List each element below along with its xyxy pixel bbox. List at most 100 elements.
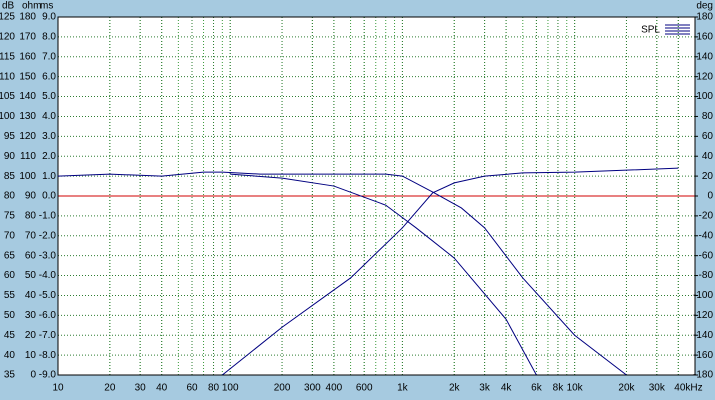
ohm-tick-label: 100: [19, 171, 36, 182]
ms-tick-label: 2.0: [42, 151, 56, 162]
x-tick-label: 80: [208, 383, 220, 394]
ms-tick-label: 4.0: [42, 111, 56, 122]
ms-tick-label: 0.0: [42, 191, 56, 202]
y2-tick-label: -60: [699, 250, 714, 261]
x-tick-label: 20k: [618, 383, 635, 394]
x-tick-label: 200: [274, 383, 291, 394]
ohm-tick-label: 80: [25, 211, 37, 222]
ms-tick-label: 1.0: [42, 171, 56, 182]
y2-tick-label: 100: [696, 91, 713, 102]
x-tick-label: 40: [156, 383, 168, 394]
ms-tick-label: -2.0: [39, 230, 57, 241]
y-tick-label: 105: [0, 91, 15, 102]
y2-tick-label: 180: [696, 12, 713, 23]
ohm-tick-label: 140: [19, 91, 36, 102]
x-tick-label: 4k: [501, 383, 513, 394]
y-tick-label: 125: [0, 12, 15, 23]
y-tick-label: 55: [4, 290, 16, 301]
ms-tick-label: -7.0: [39, 330, 57, 341]
y2-tick-label: 20: [702, 171, 714, 182]
ohm-tick-label: 10: [25, 350, 37, 361]
ohm-tick-label: 40: [25, 290, 37, 301]
y-tick-label: 35: [4, 370, 16, 381]
ms-tick-label: 5.0: [42, 91, 56, 102]
x-tick-label: 30k: [649, 383, 666, 394]
y2-tick-label: -20: [699, 211, 714, 222]
x-tick-label: 8k: [553, 383, 565, 394]
ohm-tick-label: 110: [20, 151, 36, 162]
series-line: [58, 171, 627, 375]
x-tick-label: 400: [326, 383, 343, 394]
y-tick-label: 75: [4, 211, 16, 222]
y-tick-label: 40: [4, 350, 16, 361]
y-tick-label: 120: [0, 32, 15, 43]
ms-tick-label: 8.0: [42, 32, 56, 43]
y2-tick-label: 120: [696, 71, 713, 82]
ms-tick-label: -3.0: [39, 250, 57, 261]
y2-tick-label: -140: [693, 330, 713, 341]
y2-tick-label: 40: [702, 151, 714, 162]
x-tick-label: 60: [186, 383, 198, 394]
ms-tick-label: -1.0: [39, 211, 57, 222]
x-tick-label: 2k: [449, 383, 461, 394]
ohm-tick-label: 160: [19, 51, 36, 62]
y2-tick-label: -40: [699, 230, 714, 241]
ohm-tick-label: 20: [25, 330, 37, 341]
y2-tick-label: 160: [696, 32, 713, 43]
x-tick-label: 6k: [531, 383, 543, 394]
ms-tick-label: -9.0: [39, 370, 57, 381]
series-line: [230, 173, 537, 375]
y-tick-label: 60: [4, 270, 16, 281]
ohm-tick-label: 50: [25, 270, 37, 281]
y-tick-label: 80: [4, 191, 16, 202]
series-line: [222, 167, 679, 375]
y-tick-label: 85: [4, 171, 16, 182]
x-tick-label: 20: [104, 383, 116, 394]
y2-tick-label: 60: [702, 131, 714, 142]
x-tick-label: 30: [135, 383, 147, 394]
y-tick-label: 95: [4, 131, 16, 142]
ohm-tick-label: 90: [25, 191, 37, 202]
ms-tick-label: 9.0: [42, 12, 56, 23]
ohm-tick-label: 170: [19, 32, 36, 43]
x-tick-label: 3k: [479, 383, 491, 394]
x-tick-label: 600: [356, 383, 373, 394]
x-tick-label: 1k: [397, 383, 409, 394]
x-tick-label: 40kHz: [674, 383, 702, 394]
ms-tick-label: 3.0: [42, 131, 56, 142]
legend-label: SPL: [641, 25, 660, 36]
y-tick-label: 70: [4, 230, 16, 241]
ohm-tick-label: 30: [25, 310, 37, 321]
x-tick-label: 300: [304, 383, 321, 394]
ms-tick-label: 7.0: [42, 51, 56, 62]
y-tick-label: 45: [4, 330, 16, 341]
x-tick-label: 100: [222, 383, 239, 394]
y2-tick-label: 0: [707, 191, 713, 202]
ohm-tick-label: 130: [19, 111, 36, 122]
y2-tick-label: -160: [693, 350, 713, 361]
y2-tick-label: -80: [699, 270, 714, 281]
ms-tick-label: -4.0: [39, 270, 57, 281]
y2-tick-label: 80: [702, 111, 714, 122]
y-tick-label: 110: [0, 71, 15, 82]
ms-tick-label: -8.0: [39, 350, 57, 361]
x-tick-label: 10: [52, 383, 64, 394]
ohm-tick-label: 60: [25, 250, 37, 261]
y-axis-title: dB: [2, 1, 15, 12]
ms-tick-label: -5.0: [39, 290, 57, 301]
ohm-tick-label: 120: [19, 131, 36, 142]
ms-axis-title: ms: [40, 1, 53, 12]
plot-border: [57, 16, 696, 376]
x-tick-label: 10k: [567, 383, 584, 394]
y-tick-label: 100: [0, 111, 15, 122]
ms-tick-label: 6.0: [42, 71, 56, 82]
ms-tick-label: -6.0: [39, 310, 57, 321]
y2-tick-label: -100: [693, 290, 713, 301]
y2-axis-title: deg: [696, 1, 713, 12]
ohm-tick-label: 150: [19, 71, 36, 82]
y-tick-label: 115: [0, 51, 15, 62]
y2-tick-label: -180: [693, 370, 713, 381]
y-tick-label: 50: [4, 310, 16, 321]
ohm-tick-label: 70: [25, 230, 37, 241]
